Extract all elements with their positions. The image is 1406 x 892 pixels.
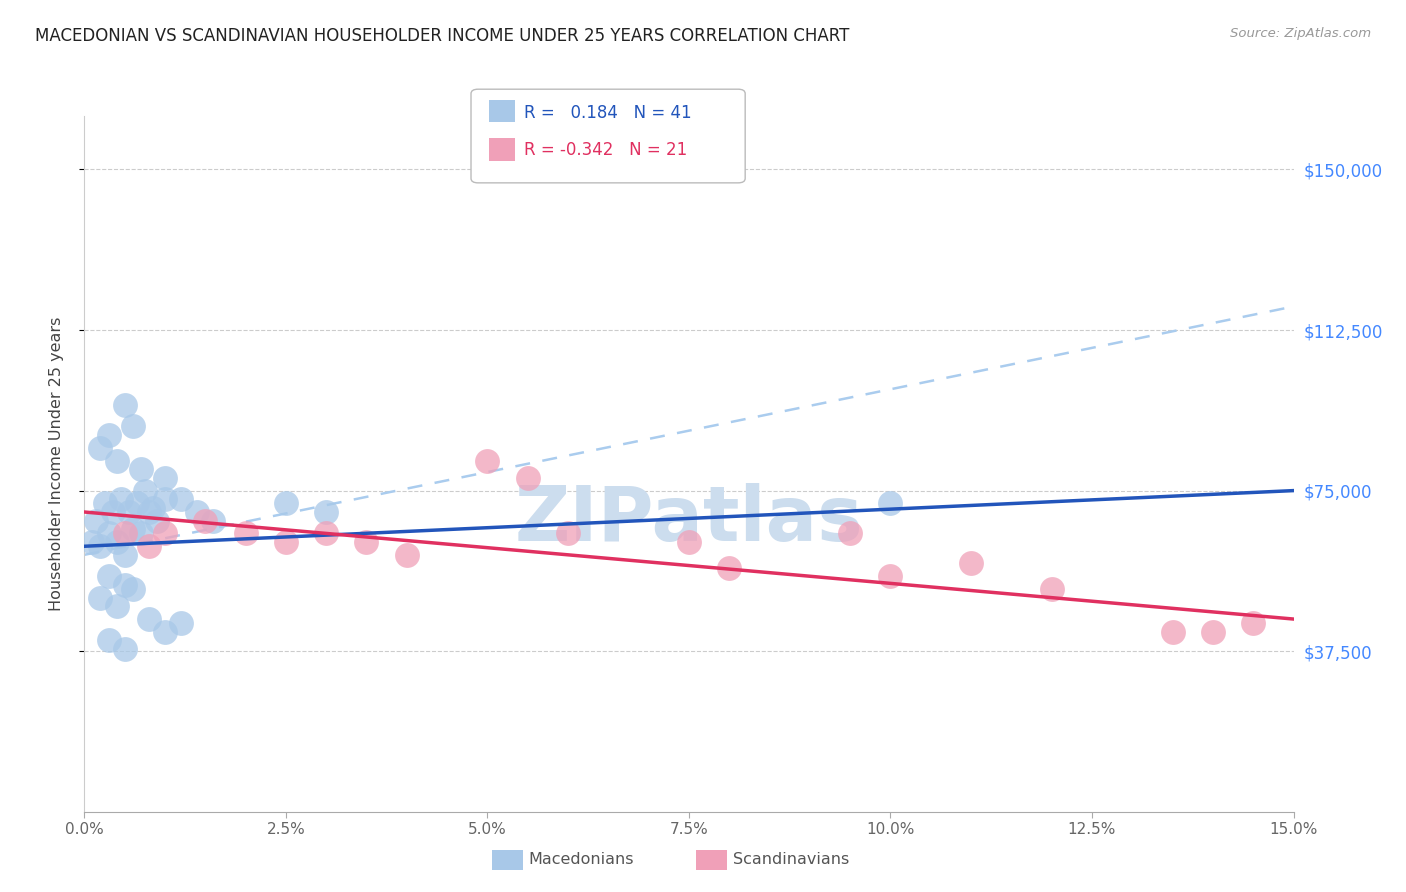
Point xyxy=(138,612,160,626)
Point xyxy=(839,526,862,541)
Point xyxy=(395,548,418,562)
Point xyxy=(202,514,225,528)
Point xyxy=(274,535,297,549)
Point xyxy=(114,578,136,592)
Point xyxy=(1161,624,1184,639)
Text: MACEDONIAN VS SCANDINAVIAN HOUSEHOLDER INCOME UNDER 25 YEARS CORRELATION CHART: MACEDONIAN VS SCANDINAVIAN HOUSEHOLDER I… xyxy=(35,27,849,45)
Text: Source: ZipAtlas.com: Source: ZipAtlas.com xyxy=(1230,27,1371,40)
Point xyxy=(89,441,111,455)
Point xyxy=(879,569,901,583)
Point xyxy=(110,492,132,507)
Point xyxy=(718,560,741,574)
Point xyxy=(315,505,337,519)
Point xyxy=(93,496,115,510)
Point xyxy=(153,471,176,485)
Point xyxy=(105,535,128,549)
Point xyxy=(153,492,176,507)
Point xyxy=(879,496,901,510)
Point xyxy=(105,599,128,614)
Point xyxy=(153,526,176,541)
Y-axis label: Householder Income Under 25 years: Householder Income Under 25 years xyxy=(49,317,63,611)
Point xyxy=(114,548,136,562)
Text: Macedonians: Macedonians xyxy=(529,853,634,867)
Point xyxy=(114,398,136,412)
Point xyxy=(557,526,579,541)
Point xyxy=(97,428,120,442)
Text: R = -0.342   N = 21: R = -0.342 N = 21 xyxy=(524,141,688,159)
Point xyxy=(97,633,120,648)
Point xyxy=(186,505,208,519)
Point xyxy=(153,624,176,639)
Point xyxy=(101,505,124,519)
Point xyxy=(678,535,700,549)
Point xyxy=(125,496,148,510)
Point xyxy=(1202,624,1225,639)
Point xyxy=(118,505,141,519)
Point xyxy=(315,526,337,541)
Point xyxy=(114,642,136,657)
Point xyxy=(274,496,297,510)
Point xyxy=(138,505,160,519)
Point xyxy=(134,483,156,498)
Text: R =   0.184   N = 41: R = 0.184 N = 41 xyxy=(524,104,692,122)
Point xyxy=(146,514,169,528)
Point xyxy=(121,582,143,596)
Point xyxy=(86,514,108,528)
Point xyxy=(121,522,143,536)
Point xyxy=(138,539,160,553)
Point xyxy=(1040,582,1063,596)
Text: Scandinavians: Scandinavians xyxy=(733,853,849,867)
Point xyxy=(129,526,152,541)
Point xyxy=(129,462,152,476)
Point xyxy=(516,471,538,485)
Point xyxy=(114,526,136,541)
Point xyxy=(235,526,257,541)
Point xyxy=(142,500,165,515)
Point xyxy=(97,526,120,541)
Point xyxy=(477,453,499,467)
Point xyxy=(170,616,193,631)
Point xyxy=(105,453,128,467)
Point xyxy=(170,492,193,507)
Point xyxy=(121,419,143,434)
Point xyxy=(82,535,104,549)
Point xyxy=(356,535,378,549)
Point xyxy=(89,539,111,553)
Point xyxy=(97,569,120,583)
Text: ZIPatlas: ZIPatlas xyxy=(515,483,863,557)
Point xyxy=(194,514,217,528)
Point xyxy=(1241,616,1264,631)
Point xyxy=(89,591,111,605)
Point xyxy=(960,557,983,571)
